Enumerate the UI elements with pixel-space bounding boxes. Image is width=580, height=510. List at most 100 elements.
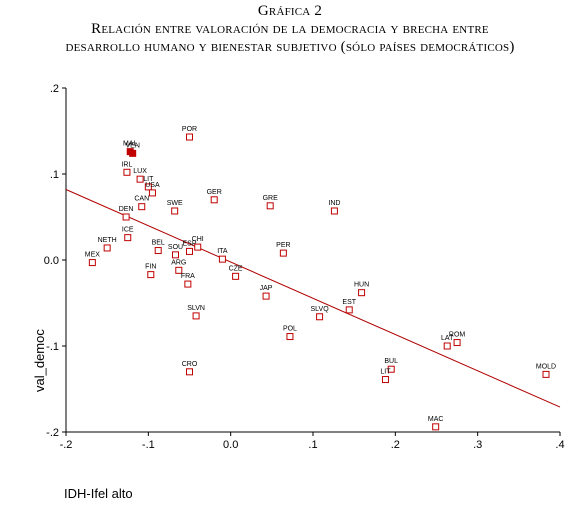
data-point: MAC [428,416,444,431]
x-tick-label: .2 [391,439,400,451]
data-point: NETH [98,237,117,252]
data-point: ARG [171,259,186,274]
point-label: CAN [134,196,149,203]
data-point: GRE [263,195,279,210]
point-marker [175,266,183,274]
point-marker [432,423,440,431]
point-marker [266,202,274,210]
point-marker [345,306,353,314]
point-marker [218,255,226,263]
data-point: FRA [181,273,195,288]
data-point: SWE [167,200,183,215]
point-label: USA [145,182,160,189]
point-label: FIN [145,264,156,271]
point-marker [186,133,193,141]
data-point: IRL [121,161,132,176]
point-marker [542,370,550,378]
point-label: POR [182,126,197,133]
point-label: CZE [229,265,243,272]
point-label: CHI [192,236,204,243]
point-label: IRL [121,161,132,168]
data-point: FIN [145,264,156,279]
point-label: ITA [217,248,228,255]
data-point: USA [145,182,160,197]
point-label: LAT [441,335,454,342]
data-point: PER [276,242,291,257]
point-label: SWE [167,200,183,207]
data-point: DEN [119,206,134,221]
data-points-group: MALVENPORIRLLUXLITUSACANDENSWEGERGREINDI… [85,126,556,431]
data-point: ESP [182,240,197,255]
point-marker [330,207,338,215]
point-marker [453,339,461,347]
point-marker [172,251,180,259]
point-label: MAC [428,416,444,423]
point-label: POL [283,326,297,333]
data-point: ICE [122,227,134,242]
point-marker [232,272,240,280]
point-label: BUL [384,358,398,365]
point-label: JAP [260,285,273,292]
x-tick-label: -.1 [142,439,155,451]
point-marker [387,365,395,373]
data-point: SLVQ [311,306,330,321]
x-tick-label: 0.0 [223,439,238,451]
point-marker [122,213,130,221]
y-tick-label: .1 [50,169,59,181]
point-marker [192,312,200,320]
data-point: MOLD [536,363,556,378]
point-label: ESP [182,240,196,247]
data-point: BUL [384,358,398,373]
data-point: BEL [152,240,165,255]
point-label: ICE [122,227,134,234]
data-point: IND [328,200,340,215]
data-point: GER [207,189,222,204]
data-point: POR [182,126,197,141]
point-marker [286,333,294,341]
data-point: CZE [229,265,243,280]
fit-line-group [65,189,561,408]
point-label: HUN [354,282,369,289]
figure-title-block: Gráfica 2 Relación entre valoración de l… [0,2,580,56]
point-marker [262,292,270,300]
point-marker [186,368,193,376]
point-marker [124,234,132,242]
point-label: IND [328,200,340,207]
x-axis-title: IDH-Ifel alto [64,486,133,501]
point-label: BEL [152,240,165,247]
point-label: VEN [125,142,139,149]
point-marker [154,247,162,255]
point-label: SLVQ [311,306,330,313]
point-label: SOU [168,244,183,251]
point-label: PER [276,242,290,249]
point-label: DEN [119,206,134,213]
point-marker [279,249,287,257]
point-marker [148,189,156,197]
point-marker [184,280,192,288]
point-label: GER [207,189,222,196]
data-point: LAT [441,335,454,350]
point-label: CRO [182,361,198,368]
point-marker [144,183,152,191]
y-tick-label: -.1 [46,341,59,353]
point-marker [443,342,451,350]
point-label: LUX [133,168,147,175]
data-point: JAP [260,285,273,300]
data-point: MEX [85,252,101,267]
point-marker [358,289,366,297]
point-label: MOLD [536,363,556,370]
point-label: GRE [263,195,279,202]
point-marker [194,243,202,251]
point-label: MEX [85,252,101,259]
point-marker [381,376,389,384]
point-marker [171,207,179,215]
data-point: LUX [133,168,147,183]
data-point: EST [342,299,357,314]
data-point: ITA [217,248,228,263]
data-point: SLVN [187,305,205,320]
point-label: ARG [171,259,186,266]
point-marker [186,247,193,255]
figure-title-label: Gráfica 2 [257,3,323,19]
point-marker [147,271,155,279]
